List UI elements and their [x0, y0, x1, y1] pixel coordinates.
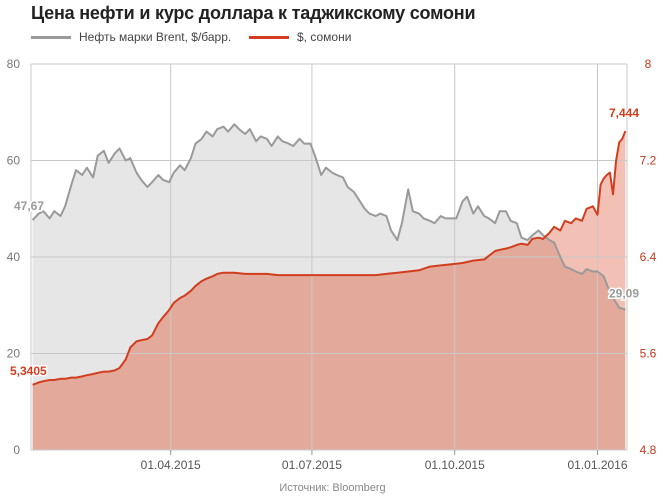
oil-series-line	[31, 123, 626, 311]
y-right-tick-label: 7.2	[640, 154, 657, 168]
x-tick-label: 01.04.2015	[141, 458, 201, 472]
y-left-tick-label: 20	[7, 347, 21, 361]
oil-end-label: 29,09	[609, 287, 639, 301]
y-left-tick-label: 40	[7, 250, 21, 264]
usd-start-label: 5,3405	[10, 364, 47, 378]
y-right-tick-label: 5.6	[640, 347, 657, 361]
legend-label-usd: $, сомони	[297, 30, 352, 44]
x-tick-label: 01.01.2016	[567, 458, 627, 472]
legend-label-oil: Нефть марки Brent, $/барр.	[79, 30, 232, 44]
usd-end-label: 7,444	[609, 106, 639, 120]
x-tick-label: 01.10.2015	[425, 458, 485, 472]
x-tick-label: 01.07.2015	[282, 458, 342, 472]
source-note: Источник: Bloomberg	[279, 482, 386, 494]
y-left-tick-label: 60	[7, 154, 21, 168]
usd-series-line	[32, 130, 627, 386]
usd-area-overlap	[32, 131, 626, 450]
legend-swatch-usd	[249, 36, 289, 39]
y-right-tick-label: 6.4	[640, 250, 657, 264]
oil-start-label: 47,67	[14, 199, 44, 213]
y-right-tick-label: 4.8	[640, 443, 657, 457]
chart-title: Цена нефти и курс доллара к таджикскому …	[31, 3, 476, 23]
y-left-tick-label: 80	[7, 57, 21, 71]
y-right-tick-label: 8	[645, 57, 652, 71]
legend-swatch-oil	[31, 36, 71, 39]
y-left-tick-label: 0	[13, 443, 20, 457]
